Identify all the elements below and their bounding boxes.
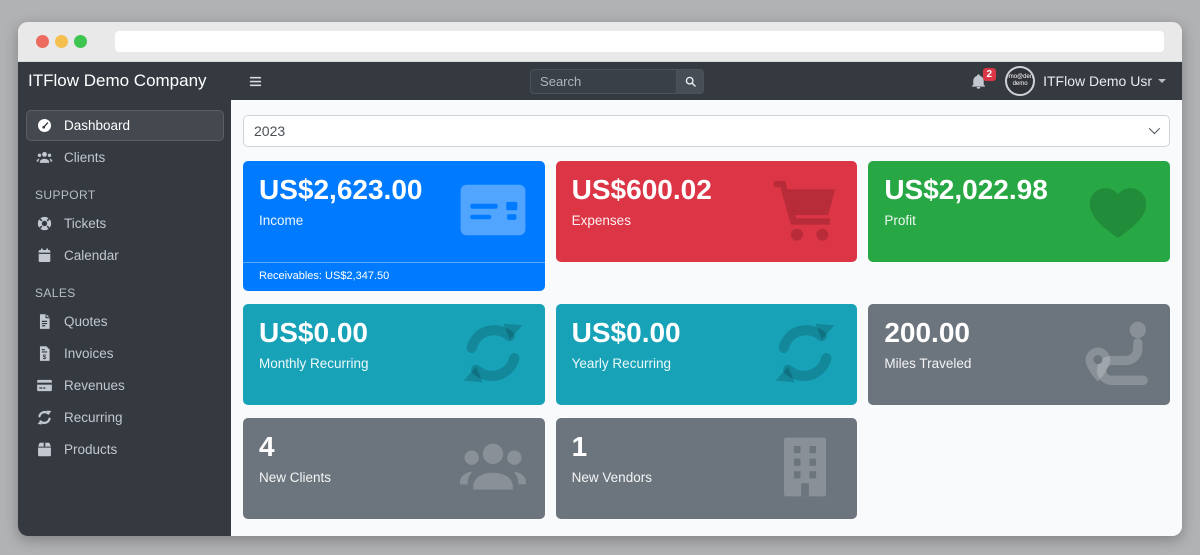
- sidebar-item-label: Tickets: [64, 216, 107, 231]
- sidebar-item-label: Clients: [64, 150, 106, 165]
- expenses-card[interactable]: US$600.02 Expenses: [555, 161, 858, 262]
- browser-window: ITFlow Demo Company 2 demo@demo demo: [18, 22, 1182, 536]
- address-bar[interactable]: [115, 31, 1164, 52]
- yearly-recurring-label: Yearly Recurring: [571, 356, 671, 372]
- sidebar-item-label: Revenues: [64, 378, 125, 393]
- bell-icon: [972, 73, 986, 89]
- top-navbar: ITFlow Demo Company 2 demo@demo demo: [18, 62, 1182, 100]
- sidebar-item-invoices[interactable]: $ Invoices: [26, 338, 224, 369]
- yearly-recurring-value: US$0.00: [571, 317, 681, 348]
- box-icon: [36, 441, 53, 458]
- shopping-cart-icon: [768, 174, 842, 246]
- new-clients-card[interactable]: 4 New Clients: [243, 418, 545, 519]
- sidebar-item-quotes[interactable]: Quotes: [26, 306, 224, 337]
- search-input[interactable]: [530, 68, 677, 94]
- new-clients-value: 4: [259, 431, 275, 462]
- building-icon: [768, 431, 842, 503]
- sidebar-item-label: Recurring: [64, 410, 123, 425]
- sidebar-item-calendar[interactable]: Calendar: [26, 240, 224, 271]
- miles-traveled-label: Miles Traveled: [884, 356, 972, 372]
- miles-traveled-card[interactable]: 200.00 Miles Traveled: [868, 304, 1170, 405]
- sync-icon: [36, 409, 53, 426]
- search-button[interactable]: [676, 68, 705, 94]
- user-name: ITFlow Demo Usr: [1043, 73, 1152, 89]
- traffic-lights: [36, 35, 87, 48]
- minimize-window-button[interactable]: [55, 35, 68, 48]
- sidebar-item-label: Calendar: [64, 248, 119, 263]
- stats-grid: US$2,623.00 Income Receiva: [243, 161, 1170, 519]
- avatar-text-line1: demo@demo: [1005, 74, 1035, 80]
- sidebar-item-label: Products: [64, 442, 118, 457]
- user-menu[interactable]: ITFlow Demo Usr: [1043, 73, 1182, 89]
- route-icon: [1081, 317, 1155, 389]
- sidebar-section-support: SUPPORT: [35, 188, 96, 202]
- income-card[interactable]: US$2,623.00 Income Receiva: [243, 161, 545, 291]
- income-label: Income: [259, 213, 304, 229]
- sync-icon: [456, 317, 530, 389]
- users-icon: [36, 149, 53, 166]
- sidebar-nav: Dashboard Clients SUPPORT: [18, 100, 231, 536]
- sidebar-item-clients[interactable]: Clients: [26, 142, 224, 173]
- new-vendors-card[interactable]: 1 New Vendors: [555, 418, 858, 519]
- dashboard-content: 2023 US$2,623.00 Income: [231, 100, 1182, 536]
- sync-icon: [768, 317, 842, 389]
- life-ring-icon: [36, 215, 53, 232]
- tachometer-icon: [36, 117, 53, 134]
- user-avatar[interactable]: demo@demo demo: [1005, 66, 1036, 96]
- sidebar-item-products[interactable]: Products: [26, 434, 224, 465]
- income-receivables: Receivables: US$2,347.50: [243, 262, 545, 291]
- new-clients-label: New Clients: [259, 470, 332, 486]
- sidebar-item-revenues[interactable]: Revenues: [26, 370, 224, 401]
- profit-label: Profit: [884, 213, 916, 229]
- sidebar-item-dashboard[interactable]: Dashboard: [26, 110, 224, 141]
- income-value: US$2,623.00: [259, 174, 423, 205]
- expenses-label: Expenses: [571, 213, 631, 229]
- monthly-recurring-label: Monthly Recurring: [259, 356, 369, 372]
- caret-down-icon: [1158, 79, 1166, 83]
- magnifier-icon: [685, 76, 696, 87]
- yearly-recurring-card[interactable]: US$0.00 Yearly Recurring: [555, 304, 858, 405]
- maximize-window-button[interactable]: [74, 35, 87, 48]
- avatar-text-line2: demo: [1012, 81, 1028, 87]
- monthly-recurring-value: US$0.00: [259, 317, 368, 348]
- browser-chrome: [18, 22, 1182, 62]
- credit-card-icon: [36, 377, 53, 394]
- file-icon: [36, 313, 53, 330]
- monthly-recurring-card[interactable]: US$0.00 Monthly Recurring: [243, 304, 545, 405]
- sidebar-item-recurring[interactable]: Recurring: [26, 402, 224, 433]
- sidebar-section-sales: SALES: [35, 286, 76, 300]
- profit-card[interactable]: US$2,022.98 Profit: [868, 161, 1170, 262]
- year-select[interactable]: 2023: [243, 115, 1170, 147]
- new-vendors-label: New Vendors: [571, 470, 652, 486]
- miles-traveled-value: 200.00: [884, 317, 970, 348]
- heart-icon: [1081, 174, 1155, 246]
- close-window-button[interactable]: [36, 35, 49, 48]
- new-vendors-value: 1: [571, 431, 588, 462]
- global-search: [530, 68, 705, 94]
- svg-text:$: $: [43, 354, 47, 361]
- expenses-value: US$600.02: [571, 174, 712, 205]
- users-icon: [456, 431, 530, 503]
- credit-card-icon: [456, 174, 530, 246]
- file-invoice-dollar-icon: $: [36, 345, 53, 362]
- calendar-icon: [36, 247, 53, 264]
- sidebar-item-label: Dashboard: [64, 118, 131, 133]
- year-filter: 2023: [243, 115, 1170, 147]
- sidebar-item-label: Quotes: [64, 314, 108, 329]
- notifications-button[interactable]: 2: [970, 67, 997, 90]
- brand-title[interactable]: ITFlow Demo Company: [28, 71, 207, 90]
- hamburger-menu-icon[interactable]: [247, 74, 264, 89]
- notification-count-badge: 2: [982, 67, 997, 81]
- sidebar-item-label: Invoices: [64, 346, 114, 361]
- sidebar-item-tickets[interactable]: Tickets: [26, 208, 224, 239]
- profit-value: US$2,022.98: [884, 174, 1048, 205]
